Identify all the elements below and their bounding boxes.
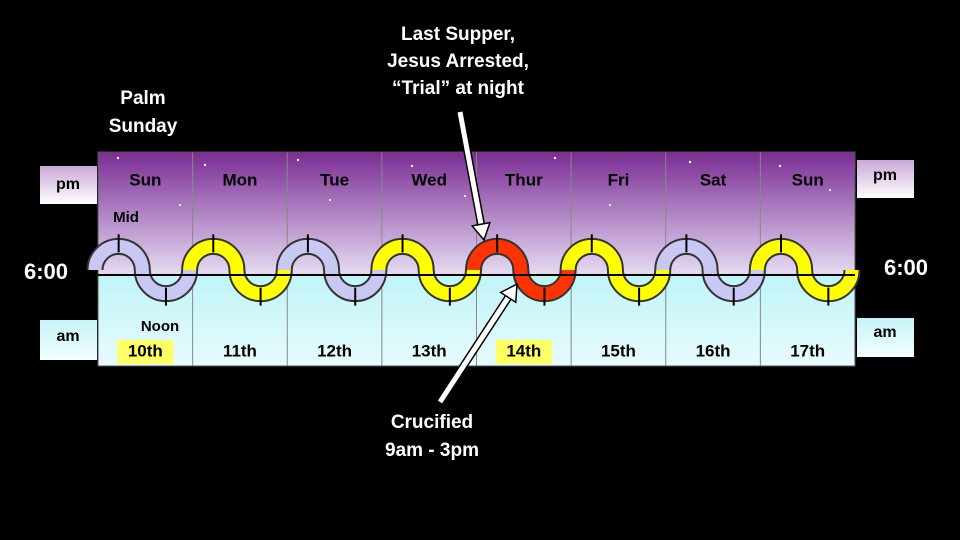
day-label: Sun [129, 170, 161, 189]
time-label: 6:00 [24, 259, 68, 284]
date-label: 14th [506, 341, 541, 360]
day-label: Sat [700, 170, 727, 189]
palm-label: Palm [120, 88, 165, 109]
date-label: 10th [128, 341, 163, 360]
date-label: 11th [223, 341, 257, 360]
annotation: Crucified [391, 412, 473, 433]
arrow-shaft [437, 296, 511, 404]
pm-box [857, 160, 914, 198]
day-tube [183, 239, 291, 300]
pm-box [40, 166, 97, 204]
date-label: 17th [790, 341, 825, 360]
date-label: 16th [696, 341, 731, 360]
am-box [40, 320, 97, 360]
day-label: Wed [411, 170, 447, 189]
stars [116, 156, 831, 206]
arrow-head [499, 282, 518, 304]
day-label: Tue [320, 170, 349, 189]
day-tube [372, 239, 480, 300]
am-label: am [56, 328, 79, 345]
am-label: am [873, 324, 896, 341]
arrow-shaft [457, 111, 484, 225]
annotation: Jesus Arrested, [387, 51, 529, 72]
pm-label: pm [56, 176, 80, 193]
noon-label: Noon [141, 318, 179, 335]
day-tube [656, 239, 764, 300]
date-highlight [117, 340, 174, 364]
arrow-head [470, 221, 492, 242]
day-label: Thur [505, 170, 543, 189]
date-label: 12th [317, 341, 352, 360]
date-label: 13th [412, 341, 447, 360]
day-tube [467, 239, 575, 300]
annotation: 9am - 3pm [385, 440, 479, 461]
day-label: Mon [222, 170, 257, 189]
pm-label: pm [873, 167, 897, 184]
palm-label: Sunday [109, 116, 178, 137]
am-box [857, 318, 914, 357]
day-tube [277, 239, 386, 300]
annotation: “Trial” at night [392, 78, 525, 99]
date-label: 15th [601, 341, 636, 360]
mid-label: Mid [113, 209, 139, 226]
day-tube [88, 239, 197, 300]
date-highlight [495, 340, 552, 364]
day-tube [561, 239, 670, 300]
annotation: Last Supper, [401, 24, 515, 45]
day-tube [750, 239, 859, 300]
time-label: 6:00 [884, 255, 928, 280]
day-label: Fri [608, 170, 630, 189]
day-label: Sun [792, 170, 824, 189]
